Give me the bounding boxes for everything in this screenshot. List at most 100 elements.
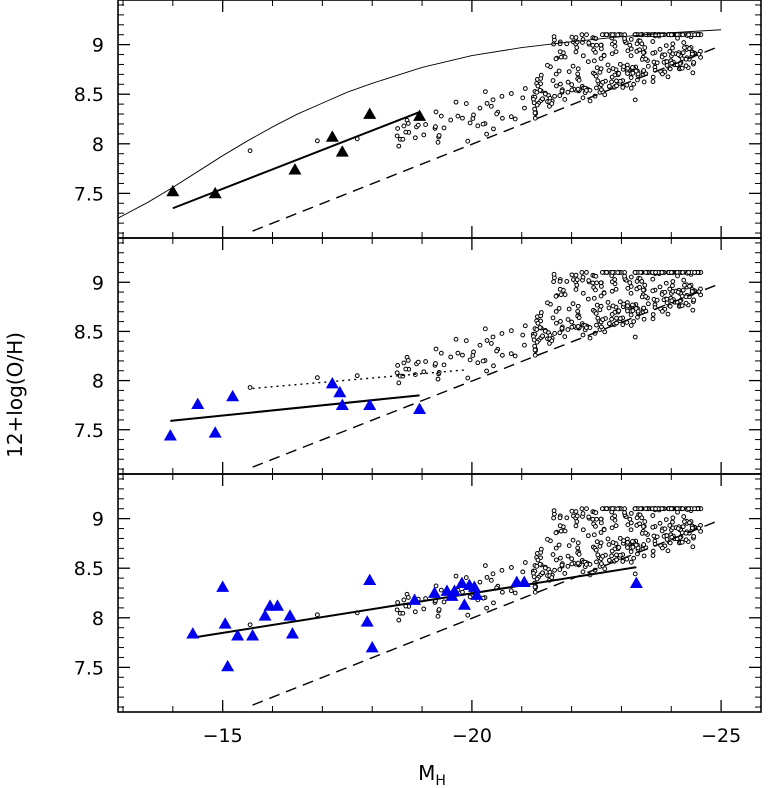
background-point [630, 302, 635, 308]
background-point [465, 138, 471, 144]
background-point [401, 597, 407, 603]
triangle-marker [208, 186, 222, 199]
background-point [585, 296, 591, 302]
background-point [570, 537, 576, 543]
background-point [659, 506, 665, 512]
background-point [628, 290, 634, 296]
background-point [574, 513, 580, 519]
background-point [610, 32, 615, 38]
background-point [499, 115, 505, 121]
background-point [467, 594, 473, 600]
background-point [557, 278, 563, 284]
background-point [484, 131, 490, 137]
background-point [638, 270, 644, 275]
background-point [475, 360, 481, 366]
background-point [586, 278, 592, 283]
background-point [538, 546, 544, 552]
background-point [573, 272, 579, 278]
background-point [667, 303, 673, 309]
background-point [675, 52, 681, 57]
background-point [562, 97, 568, 102]
background-point [641, 68, 647, 73]
background-point [531, 100, 537, 106]
background-point [683, 537, 689, 543]
background-point [664, 533, 670, 539]
background-point [594, 302, 600, 308]
background-point [620, 559, 626, 564]
background-point [593, 523, 598, 529]
background-point [692, 506, 697, 512]
background-point [477, 579, 483, 585]
background-point [612, 513, 618, 519]
background-point [610, 506, 615, 512]
background-point [641, 305, 647, 311]
y-tick-label: 9 [92, 35, 104, 57]
background-point [641, 79, 647, 85]
background-point [670, 515, 676, 521]
background-point [617, 535, 623, 541]
background-point [538, 310, 544, 315]
background-point [595, 315, 601, 321]
background-point [522, 86, 528, 91]
background-point [550, 78, 556, 83]
background-point [556, 306, 562, 311]
background-point [484, 605, 490, 611]
background-point [587, 335, 593, 341]
background-point [650, 548, 656, 554]
triangle-marker [258, 609, 272, 621]
background-point [499, 331, 505, 336]
background-point [435, 139, 441, 145]
y-tick-label: 9 [92, 509, 104, 531]
background-point [532, 352, 538, 358]
background-point [609, 74, 615, 80]
background-point [664, 537, 670, 542]
y-tick-label: 8.5 [74, 321, 104, 343]
triangle-marker [191, 397, 205, 410]
background-point [614, 78, 619, 84]
background-point [556, 68, 562, 74]
upper-envelope-curve [117, 29, 722, 219]
panel-3: 7.5 8 8.5 9 −15 −20 −25 [74, 473, 762, 747]
background-point [631, 81, 637, 87]
background-point [609, 51, 615, 57]
background-point [609, 525, 615, 531]
background-point [438, 350, 444, 356]
background-point [565, 553, 571, 559]
background-point [625, 66, 631, 71]
background-point [604, 506, 609, 512]
background-point [551, 515, 557, 521]
solid-fit-line [170, 394, 420, 422]
background-point [480, 121, 486, 127]
background-point [628, 520, 634, 526]
background-point [620, 322, 626, 328]
background-point [643, 530, 649, 536]
background-point [625, 71, 630, 76]
background-point [433, 109, 439, 115]
background-point [664, 300, 670, 306]
background-point [601, 290, 607, 296]
background-point [627, 42, 633, 48]
background-point [565, 327, 571, 332]
background-point [641, 542, 647, 547]
background-point [599, 32, 605, 38]
background-point [542, 328, 548, 334]
background-point [569, 82, 575, 88]
background-point [613, 49, 619, 55]
panels-group: 7.5 8 8.5 9 7.5 8 8.5 9 7.5 8 8.5 9 −15 −20 −25 [74, 0, 762, 747]
background-point [606, 557, 612, 563]
triangle-markers [163, 377, 427, 441]
y-tick-label: 8 [92, 134, 104, 156]
background-point [669, 32, 674, 38]
background-point [433, 361, 438, 366]
background-point [537, 87, 543, 93]
background-point [477, 342, 483, 348]
background-point [687, 520, 692, 526]
background-point [641, 553, 647, 559]
background-point [683, 63, 689, 69]
background-point [637, 284, 643, 290]
background-point [508, 114, 514, 120]
background-point [609, 288, 615, 294]
background-point [679, 56, 685, 62]
background-point [598, 540, 604, 546]
triangle-marker [517, 575, 531, 587]
